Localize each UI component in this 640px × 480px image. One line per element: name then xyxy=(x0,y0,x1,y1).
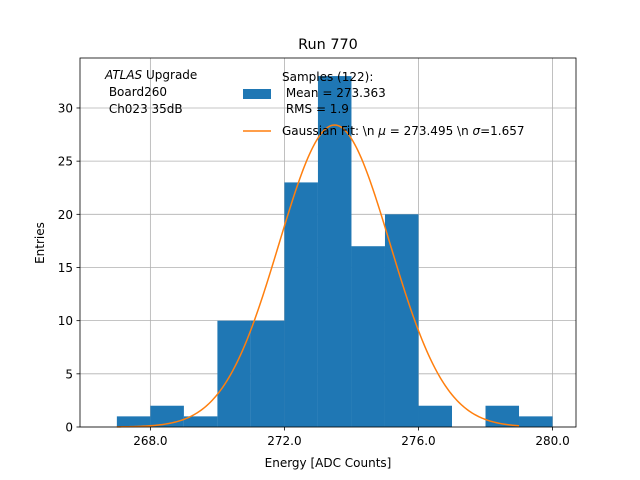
legend-fit-end: =1.657 xyxy=(480,124,524,138)
histogram-bar xyxy=(183,416,218,427)
x-tick-label: 276.0 xyxy=(401,434,435,448)
histogram-bar xyxy=(116,416,151,427)
x-axis-ticks: 268.0 272.0 276.0 280.0 xyxy=(133,427,570,448)
histogram-bar xyxy=(284,182,318,427)
svg-text:ATLAS Upgrade: ATLAS Upgrade xyxy=(104,68,197,82)
board-label: Board260 xyxy=(105,85,167,99)
channel-label: Ch023 35dB xyxy=(105,102,183,116)
histogram-bar xyxy=(418,405,452,427)
legend-samples-swatch xyxy=(243,89,271,99)
legend-fit-mid: = 273.495 \n xyxy=(386,124,473,138)
histogram-bars xyxy=(116,76,553,427)
y-axis-label: Entries xyxy=(33,222,47,264)
x-axis-label: Energy [ADC Counts] xyxy=(265,456,392,470)
svg-text:Gaussian Fit: \n μ = 273.495 \: Gaussian Fit: \n μ = 273.495 \n σ=1.657 xyxy=(282,124,525,138)
y-tick-label: 15 xyxy=(58,261,73,275)
legend: Samples (122): Mean = 273.363 RMS = 1.9 … xyxy=(243,70,525,138)
y-tick-label: 0 xyxy=(65,421,73,435)
chart-title: Run 770 xyxy=(298,37,358,53)
x-tick-label: 280.0 xyxy=(535,434,569,448)
y-tick-label: 25 xyxy=(58,155,73,169)
y-tick-label: 20 xyxy=(58,208,73,222)
upgrade-label: Upgrade xyxy=(142,68,197,82)
atlas-annotation: ATLAS Upgrade Board260 Ch023 35dB xyxy=(104,68,197,116)
legend-samples-line3: RMS = 1.9 xyxy=(282,102,349,116)
legend-fit-prefix: Gaussian Fit: \n xyxy=(282,124,378,138)
y-axis-ticks: 0 5 10 15 20 25 30 xyxy=(58,101,80,435)
histogram-bar xyxy=(384,214,419,427)
gaussian-fit xyxy=(116,124,520,428)
y-tick-label: 10 xyxy=(58,314,73,328)
y-tick-label: 5 xyxy=(65,367,73,381)
x-tick-label: 272.0 xyxy=(267,434,301,448)
histogram-bar xyxy=(250,320,285,427)
y-tick-label: 30 xyxy=(58,101,73,115)
gaussian-fit-curve xyxy=(116,124,520,428)
histogram-bar xyxy=(217,320,251,427)
legend-fit-sigma: σ xyxy=(473,124,481,138)
legend-samples-line2: Mean = 273.363 xyxy=(282,86,386,100)
legend-fit-mu: μ xyxy=(377,124,386,138)
histogram-bar xyxy=(519,416,553,427)
plot-frame xyxy=(79,57,577,428)
atlas-label: ATLAS xyxy=(104,68,143,82)
legend-samples-line1: Samples (122): xyxy=(282,70,373,84)
histogram-bar xyxy=(351,246,385,427)
histogram-bar xyxy=(317,76,352,427)
x-tick-label: 268.0 xyxy=(133,434,167,448)
